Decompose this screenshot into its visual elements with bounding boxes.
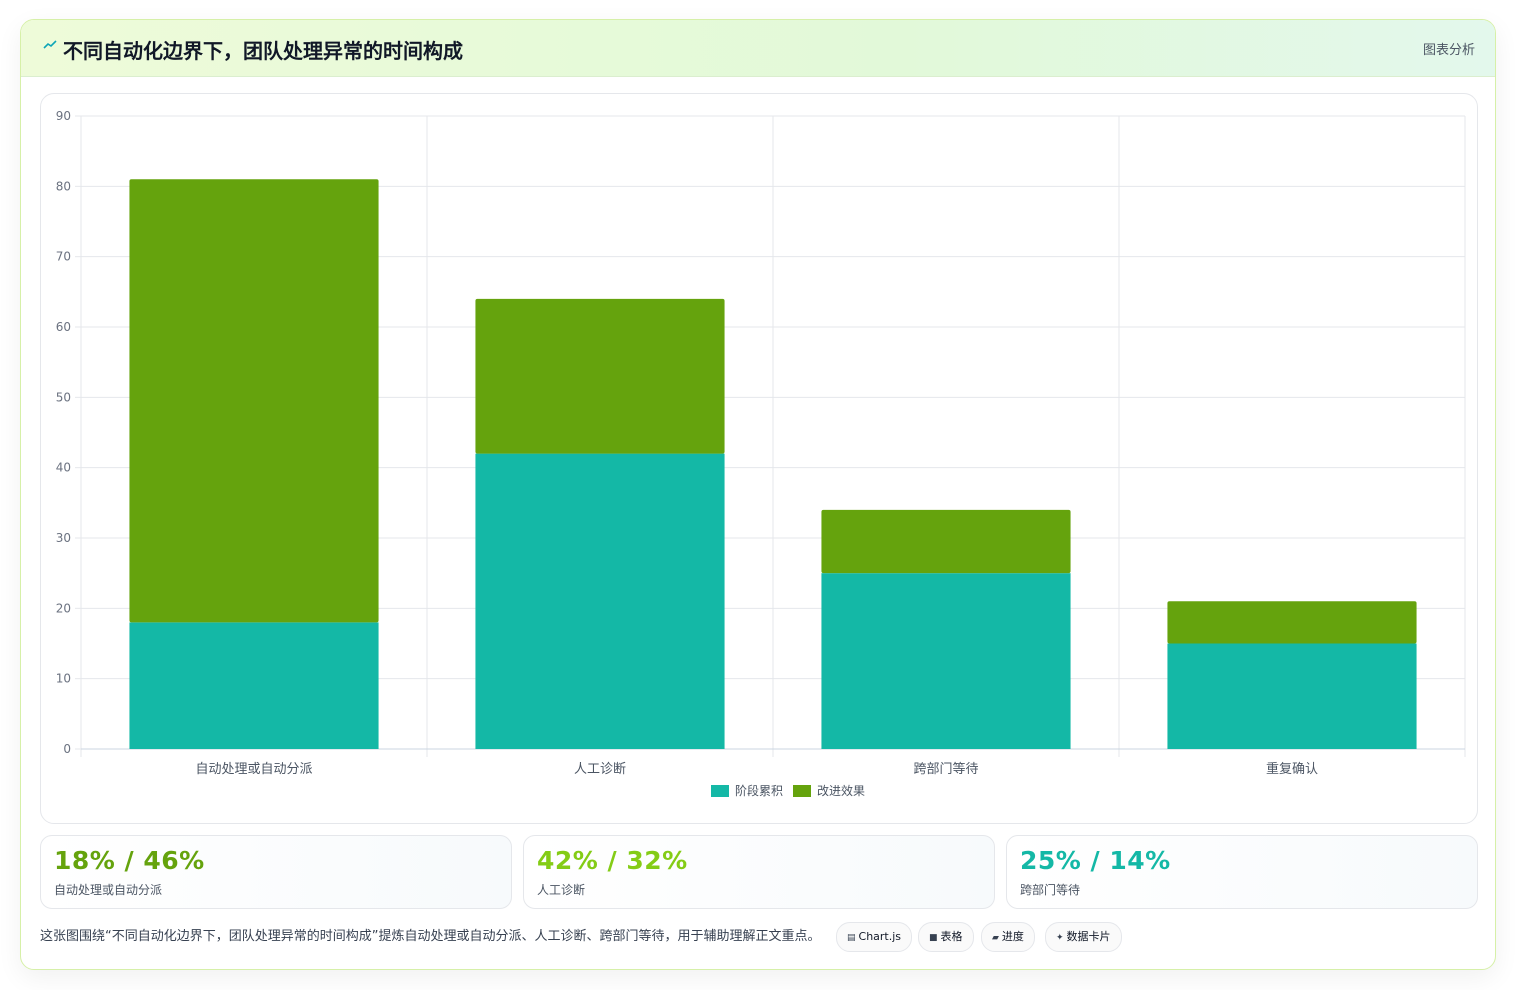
chip-label: 进度: [1001, 930, 1024, 943]
y-tick-label: 20: [56, 601, 71, 615]
bar-stage-accumulated: [1167, 643, 1417, 749]
table-icon: ■: [929, 933, 938, 943]
chart-card: 0 10 20 30 40 50 60 70 80 90 自动处理或自动分派 人工诊断 跨部门等待 重复确…: [40, 93, 1478, 824]
stat-label: 人工诊断: [537, 883, 586, 897]
chip-progress[interactable]: ▰ 进度: [981, 922, 1035, 952]
stat-label: 自动处理或自动分派: [54, 883, 163, 897]
y-tick-label: 10: [56, 672, 71, 686]
bar-improvement-effect: [821, 509, 1071, 574]
legend-swatch: [793, 785, 811, 797]
y-tick-label: 80: [56, 179, 71, 193]
y-tick-label: 0: [63, 742, 71, 756]
stat-card: 18% / 46% 自动处理或自动分派: [40, 835, 512, 909]
bar-stage-accumulated: [821, 573, 1071, 749]
y-tick-label: 30: [56, 531, 71, 545]
stat-value: 18% / 46%: [54, 846, 205, 875]
bar-improvement-effect: [129, 179, 379, 623]
legend-label: 改进效果: [817, 783, 865, 798]
stat-label: 跨部门等待: [1020, 883, 1081, 897]
legend-swatch: [711, 785, 729, 797]
chip-label: 数据卡片: [1066, 930, 1111, 943]
stat-value: 25% / 14%: [1020, 846, 1171, 875]
x-tick-label: 人工诊断: [574, 762, 626, 777]
bar-improvement-effect: [475, 298, 725, 454]
chip-data-cards[interactable]: ✦ 数据卡片: [1045, 922, 1122, 952]
bar-stage-accumulated: [129, 622, 379, 749]
stat-card: 25% / 14% 跨部门等待: [1006, 835, 1478, 909]
stat-value: 42% / 32%: [537, 846, 688, 875]
legend-label: 阶段累积: [735, 783, 783, 798]
panel-header: 不同自动化边界下，团队处理异常的时间构成 图表分析: [21, 20, 1495, 77]
x-tick-label: 自动处理或自动分派: [195, 762, 312, 777]
sparkle-icon: ✦: [1056, 933, 1064, 943]
chip-label: Chart.js: [858, 930, 902, 943]
footer-note: 这张图围绕“不同自动化边界下，团队处理异常的时间构成”提炼自动处理或自动分派、人…: [40, 929, 821, 944]
chart-analysis-link[interactable]: 图表分析: [1422, 43, 1475, 58]
stacked-bar-chart: 0 10 20 30 40 50 60 70 80 90 自动处理或自动分派 人工诊断 跨部门等待 重复确…: [56, 109, 1466, 798]
chart-icon: ▤: [847, 933, 856, 943]
y-tick-label: 90: [56, 109, 71, 123]
stat-cards: 18% / 46% 自动处理或自动分派 42% / 32% 人工诊断 25% /…: [40, 835, 1478, 909]
y-tick-label: 60: [56, 320, 71, 334]
stat-card: 42% / 32% 人工诊断: [523, 835, 995, 909]
bar-stage-accumulated: [475, 453, 725, 749]
page-title: 不同自动化边界下，团队处理异常的时间构成: [63, 39, 463, 63]
chart-panel: 不同自动化边界下，团队处理异常的时间构成 图表分析 0 10 20 30 40 50 60 7…: [20, 19, 1496, 970]
y-tick-label: 70: [56, 250, 71, 264]
y-tick-label: 50: [56, 390, 71, 404]
x-tick-label: 跨部门等待: [913, 761, 978, 777]
x-tick-label: 重复确认: [1266, 761, 1318, 777]
chip-table[interactable]: ■ 表格: [918, 922, 974, 952]
progress-icon: ▰: [992, 933, 999, 943]
trend-icon: [43, 38, 59, 54]
y-tick-label: 40: [56, 461, 71, 475]
chip-chartjs[interactable]: ▤ Chart.js: [836, 922, 913, 952]
bar-improvement-effect: [1167, 601, 1417, 644]
chip-label: 表格: [940, 930, 963, 943]
